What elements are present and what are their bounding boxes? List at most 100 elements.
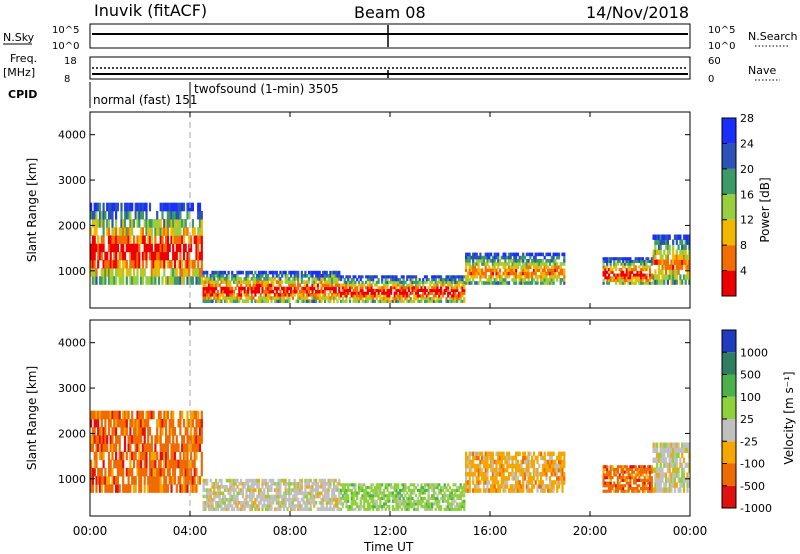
echo-cell [220,482,223,486]
echo-cell [298,491,302,496]
echo-cell [490,268,493,273]
echo-cell [107,476,111,485]
echo-cell [277,277,280,281]
echo-cell [398,499,402,503]
echo-cell [423,502,427,506]
echo-cell [234,497,237,502]
echo-cell [504,480,507,485]
echo-cell [268,286,271,291]
echo-cell [347,494,350,498]
echo-cell [407,494,411,498]
echo-cell [209,293,212,297]
echo-cell [373,502,377,506]
echo-cell [170,459,173,469]
echo-cell [407,288,411,292]
echo-cell [243,289,246,294]
echo-cell [556,268,559,273]
echo-cell [95,227,98,236]
echo-cell [306,482,309,486]
echo-cell [231,299,234,303]
echo-cell [647,470,650,474]
echo-cell [106,202,109,212]
colorbar-tick-label: 25 [740,413,754,426]
echo-cell [379,297,382,301]
echo-cell [93,268,96,277]
echo-cell [91,484,94,493]
echo-cell [366,286,369,290]
colorbar-segment [722,245,736,271]
echo-cell [461,494,464,498]
echo-cell [118,276,121,285]
echo-cell [350,278,353,282]
echo-cell [306,478,309,483]
echo-cell [648,484,652,488]
echo-cell [548,262,552,266]
echo-cell [413,483,416,487]
echo-cell [686,269,689,275]
echo-cell [388,280,391,284]
echo-cell [497,255,500,260]
echo-cell [172,202,175,212]
echo-cell [391,494,394,498]
echo-cell [232,478,236,483]
echo-cell [265,497,268,502]
echo-cell [409,488,412,492]
echo-cell [563,271,566,276]
echo-cell [450,496,453,500]
echo-cell [475,262,478,266]
echo-cell [406,286,409,290]
echo-cell [150,443,153,452]
echo-cell [541,455,544,461]
echo-cell [134,243,137,253]
echo-cell [638,257,641,261]
echo-cell [282,286,286,291]
echo-cell [231,488,234,492]
echo-cell [200,210,203,220]
echo-cell [281,274,284,278]
echo-cell [490,484,493,489]
echo-cell [109,467,112,477]
echo-cell [168,418,171,428]
echo-cell [422,280,425,284]
echo-cell [515,459,518,465]
echo-cell [186,410,189,420]
echo-cell [368,286,371,290]
echo-cell [506,476,509,481]
echo-cell [677,447,680,453]
echo-cell [606,467,609,471]
echo-cell [279,277,282,281]
echo-cell [97,243,100,253]
echo-cell [309,497,312,502]
echo-cell [261,504,264,508]
echo-cell [243,485,246,489]
echo-cell [152,476,155,485]
echo-cell [273,270,277,275]
echo-cell [623,273,627,277]
echo-cell [477,476,480,481]
echo-cell [248,478,252,483]
echo-cell [686,234,689,240]
echo-cell [315,274,318,278]
echo-cell [523,268,527,273]
echo-cell [281,497,284,502]
echo-cell [116,418,119,428]
echo-cell [615,276,618,280]
echo-cell [348,488,352,492]
echo-cell [465,451,468,457]
echo-cell [338,270,341,275]
echo-cell [688,467,691,473]
echo-cell [234,277,237,281]
echo-cell [540,265,543,269]
echo-cell [348,297,352,301]
echo-cell [422,486,425,490]
echo-cell [318,296,321,300]
echo-cell [436,286,439,290]
echo-cell [473,463,477,469]
echo-cell [393,286,396,290]
echo-cell [645,268,648,272]
echo-cell [122,251,125,261]
echo-cell [668,269,671,275]
echo-cell [377,507,380,511]
echo-cell [227,491,230,496]
echo-cell [361,483,364,487]
